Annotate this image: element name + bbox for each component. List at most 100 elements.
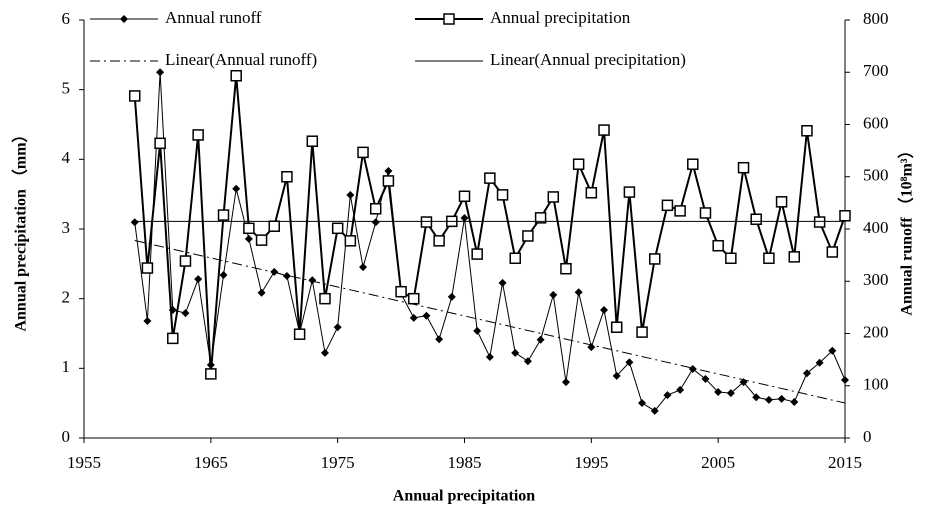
point	[357, 146, 369, 159]
point	[244, 234, 253, 243]
legend-label: Linear(Annual runoff)	[165, 50, 317, 69]
point	[752, 393, 761, 402]
point	[826, 246, 839, 258]
point	[384, 167, 393, 176]
y-tick-label: 5	[62, 79, 71, 98]
point	[422, 311, 431, 320]
point	[346, 191, 355, 200]
y2-tick-label: 300	[863, 270, 889, 289]
point	[801, 125, 813, 137]
point	[587, 343, 596, 352]
y2-tick-label: 500	[863, 166, 889, 185]
series-line	[133, 75, 846, 374]
point	[585, 187, 598, 199]
y2-axis-label: Annual runoff （10⁸m³）	[898, 142, 916, 315]
point	[625, 358, 634, 367]
point	[359, 263, 368, 272]
point	[725, 252, 737, 265]
point	[130, 218, 139, 227]
point	[688, 365, 697, 374]
point	[255, 234, 268, 246]
point	[333, 323, 342, 332]
point	[522, 230, 534, 242]
point	[320, 348, 329, 357]
point	[788, 251, 801, 263]
y2-tick-label: 0	[863, 427, 872, 446]
point	[484, 172, 496, 184]
point	[764, 395, 773, 404]
point	[473, 326, 482, 335]
point	[726, 389, 735, 398]
point	[560, 262, 572, 275]
point	[408, 292, 420, 305]
point	[194, 275, 203, 284]
point	[331, 222, 344, 235]
point	[649, 253, 661, 265]
point	[790, 397, 799, 406]
point	[128, 90, 141, 102]
point	[232, 184, 241, 193]
point	[257, 288, 266, 297]
point	[319, 292, 331, 305]
y2-tick-label: 400	[863, 218, 889, 237]
point	[841, 376, 849, 385]
point	[813, 216, 826, 228]
point	[572, 158, 585, 170]
point	[498, 278, 507, 287]
point	[636, 326, 648, 338]
y-tick-label: 6	[62, 9, 71, 28]
point	[219, 270, 228, 279]
point	[610, 321, 623, 333]
point	[268, 220, 280, 232]
point	[523, 357, 532, 366]
point	[561, 378, 570, 387]
y2-tick-label: 800	[863, 9, 889, 28]
point	[536, 335, 545, 344]
point	[775, 196, 788, 208]
point	[154, 137, 166, 150]
x-tick-label: 1995	[574, 453, 608, 472]
point	[496, 189, 509, 201]
y2-tick-label: 700	[863, 61, 889, 80]
y-tick-label: 2	[62, 288, 71, 307]
point	[549, 290, 558, 299]
point	[460, 214, 469, 223]
x-axis-label: Annual precipitation	[393, 488, 536, 505]
point	[650, 406, 659, 415]
point	[612, 371, 621, 380]
point	[699, 207, 712, 219]
point	[447, 292, 456, 301]
point	[511, 348, 520, 357]
point	[433, 235, 445, 247]
point	[270, 267, 279, 276]
point	[574, 288, 583, 297]
point	[763, 252, 775, 265]
legend-marker	[120, 15, 128, 23]
point	[815, 358, 824, 367]
x-tick-label: 1985	[448, 453, 482, 472]
point	[230, 69, 242, 82]
point	[509, 252, 521, 265]
point	[141, 262, 154, 274]
point	[471, 248, 483, 260]
y-tick-label: 1	[62, 357, 71, 376]
series-line	[134, 240, 846, 404]
point	[839, 210, 851, 222]
point	[395, 285, 407, 298]
point	[534, 212, 547, 224]
point	[217, 209, 230, 221]
y2-tick-label: 100	[863, 375, 889, 394]
x-tick-label: 2015	[828, 453, 862, 472]
y2-tick-label: 200	[863, 322, 889, 341]
point	[547, 191, 560, 203]
point	[714, 388, 723, 397]
point	[243, 222, 255, 235]
point	[293, 328, 306, 340]
point	[409, 313, 418, 322]
legend-marker	[443, 13, 455, 25]
point	[750, 213, 762, 225]
point	[205, 368, 217, 380]
point	[192, 129, 204, 141]
y-tick-label: 3	[62, 218, 71, 237]
y-tick-label: 4	[62, 148, 71, 167]
